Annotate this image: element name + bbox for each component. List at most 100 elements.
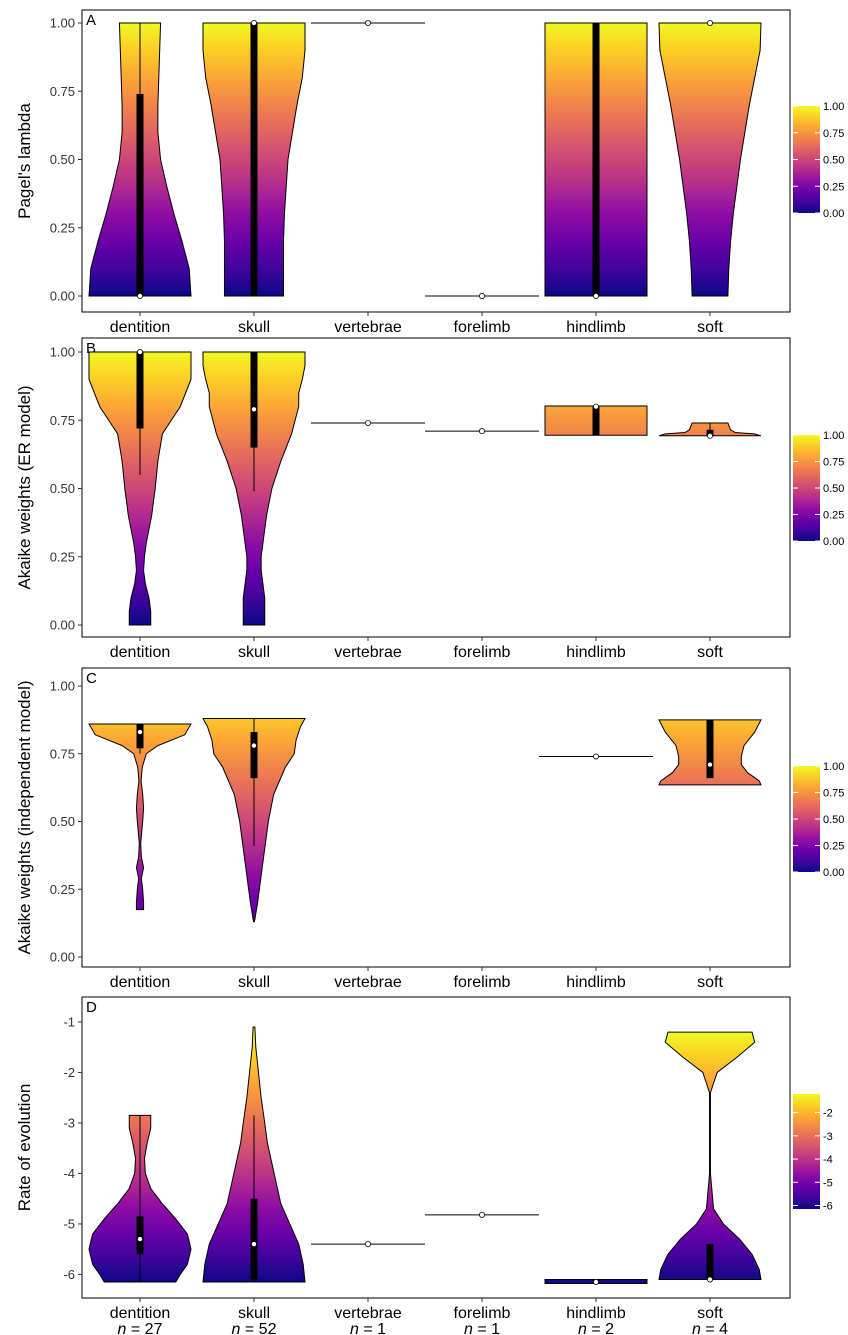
panel-letter: C — [86, 670, 97, 687]
box-iqr — [250, 23, 258, 296]
colorbar-legend: -6 -5 -4 -3 -2 — [793, 1094, 833, 1213]
x-category-label: skull — [238, 644, 270, 661]
violin-soft — [658, 719, 762, 786]
x-category-label: soft — [697, 974, 723, 991]
panel-frame — [81, 996, 791, 1299]
box-iqr — [136, 93, 144, 296]
median-point — [364, 19, 371, 26]
sample-size-label: n = 2 — [578, 1321, 614, 1335]
box-iqr — [136, 352, 144, 429]
y-axis-title: Akaike weights (independent model) — [15, 680, 34, 954]
colorbar-tick-label: 0.75 — [823, 128, 844, 140]
colorbar-tick-label: 0.25 — [823, 181, 844, 193]
colorbar-tick-label: 0.00 — [823, 867, 844, 879]
colorbar-tick-label: 0.00 — [823, 536, 844, 548]
colorbar-tick-label: -6 — [823, 1201, 833, 1213]
n-value: = 1 — [473, 1321, 500, 1335]
violin-hindlimb — [539, 753, 653, 760]
n-value: = 27 — [126, 1321, 162, 1335]
violin-soft — [658, 422, 762, 439]
n-symbol: n — [232, 1321, 241, 1335]
panel-frame — [81, 337, 791, 638]
y-tick-label: 1.00 — [50, 679, 75, 694]
sample-size-label: n = 27 — [118, 1321, 163, 1335]
violin-hindlimb — [544, 22, 648, 299]
sample-size-label: n = 1 — [350, 1321, 386, 1335]
box-iqr — [250, 732, 258, 779]
median-point — [707, 1276, 714, 1283]
y-tick-label: 0.00 — [50, 618, 75, 633]
colorbar-tick-label: 0.25 — [823, 510, 844, 522]
y-tick-label: 0.50 — [50, 152, 75, 167]
violin-shape — [658, 22, 762, 297]
y-tick-label: 0.50 — [50, 481, 75, 496]
x-category-label: hindlimb — [566, 319, 626, 336]
median-point — [593, 292, 600, 299]
y-tick-label: 0.25 — [50, 549, 75, 564]
y-tick-label: 0.75 — [50, 413, 75, 428]
violin-dentition — [88, 723, 192, 911]
x-category-label: soft — [697, 1305, 723, 1322]
violin-shape — [658, 1031, 762, 1280]
sample-size-label: n = 52 — [232, 1321, 277, 1335]
y-tick-label: 0.75 — [50, 84, 75, 99]
x-category-label: forelimb — [454, 1305, 511, 1322]
colorbar-tick-label: -5 — [823, 1177, 833, 1189]
median-point — [593, 403, 600, 410]
y-tick-label: 0.00 — [50, 289, 75, 304]
median-point — [136, 729, 143, 736]
y-axis-title: Pagel's lambda — [15, 103, 34, 219]
x-category-label: dentition — [110, 1305, 171, 1322]
violin-skull — [202, 19, 306, 297]
colorbar-tick-label: -3 — [823, 1131, 833, 1143]
median-point — [707, 432, 714, 439]
median-point — [250, 1241, 257, 1248]
y-axis-title: Rate of evolution — [15, 1084, 34, 1212]
panel-C: C 0.00 0.25 0.50 0.75 1.00 Akaike weights (ind… — [15, 667, 844, 991]
colorbar-tick-label: 0.25 — [823, 841, 844, 853]
box-iqr — [250, 352, 258, 448]
n-value: = 52 — [240, 1321, 276, 1335]
panel-letter: B — [86, 340, 96, 357]
colorbar-tick-label: 0.50 — [823, 814, 844, 826]
n-symbol: n — [692, 1321, 701, 1335]
violin-soft — [658, 19, 762, 297]
y-tick-label: -6 — [63, 1267, 75, 1282]
colorbar-tick-label: 1.00 — [823, 101, 844, 113]
y-tick-label: -3 — [63, 1115, 75, 1130]
median-point — [707, 761, 714, 768]
x-category-label: soft — [697, 319, 723, 336]
n-symbol: n — [118, 1321, 127, 1335]
x-category-label: vertebrae — [334, 1305, 402, 1322]
panel-letter: D — [86, 999, 97, 1016]
y-tick-label: -1 — [63, 1015, 75, 1030]
median-point — [250, 742, 257, 749]
median-point — [364, 419, 371, 426]
violin-forelimb — [425, 292, 539, 299]
colorbar-tick-label: 0.75 — [823, 788, 844, 800]
box-iqr — [706, 429, 714, 436]
n-value: = 1 — [359, 1321, 386, 1335]
panel-frame — [81, 667, 791, 968]
median-point — [478, 292, 485, 299]
x-category-label: skull — [238, 319, 270, 336]
x-category-label: forelimb — [454, 974, 511, 991]
y-tick-label: 0.75 — [50, 746, 75, 761]
box-iqr — [706, 719, 714, 779]
violin-vertebrae — [311, 19, 425, 26]
violin-dentition — [88, 1114, 192, 1283]
box-iqr — [250, 1198, 258, 1280]
violin-hindlimb — [544, 1278, 648, 1286]
panel-frame — [81, 9, 791, 313]
x-category-label: hindlimb — [566, 974, 626, 991]
median-point — [136, 348, 143, 355]
violin-vertebrae — [311, 1241, 425, 1248]
box-iqr — [592, 23, 600, 296]
x-category-label: dentition — [110, 644, 171, 661]
violin-dentition — [88, 22, 192, 299]
median-point — [364, 1241, 371, 1248]
x-category-label: forelimb — [454, 644, 511, 661]
median-point — [136, 1236, 143, 1243]
